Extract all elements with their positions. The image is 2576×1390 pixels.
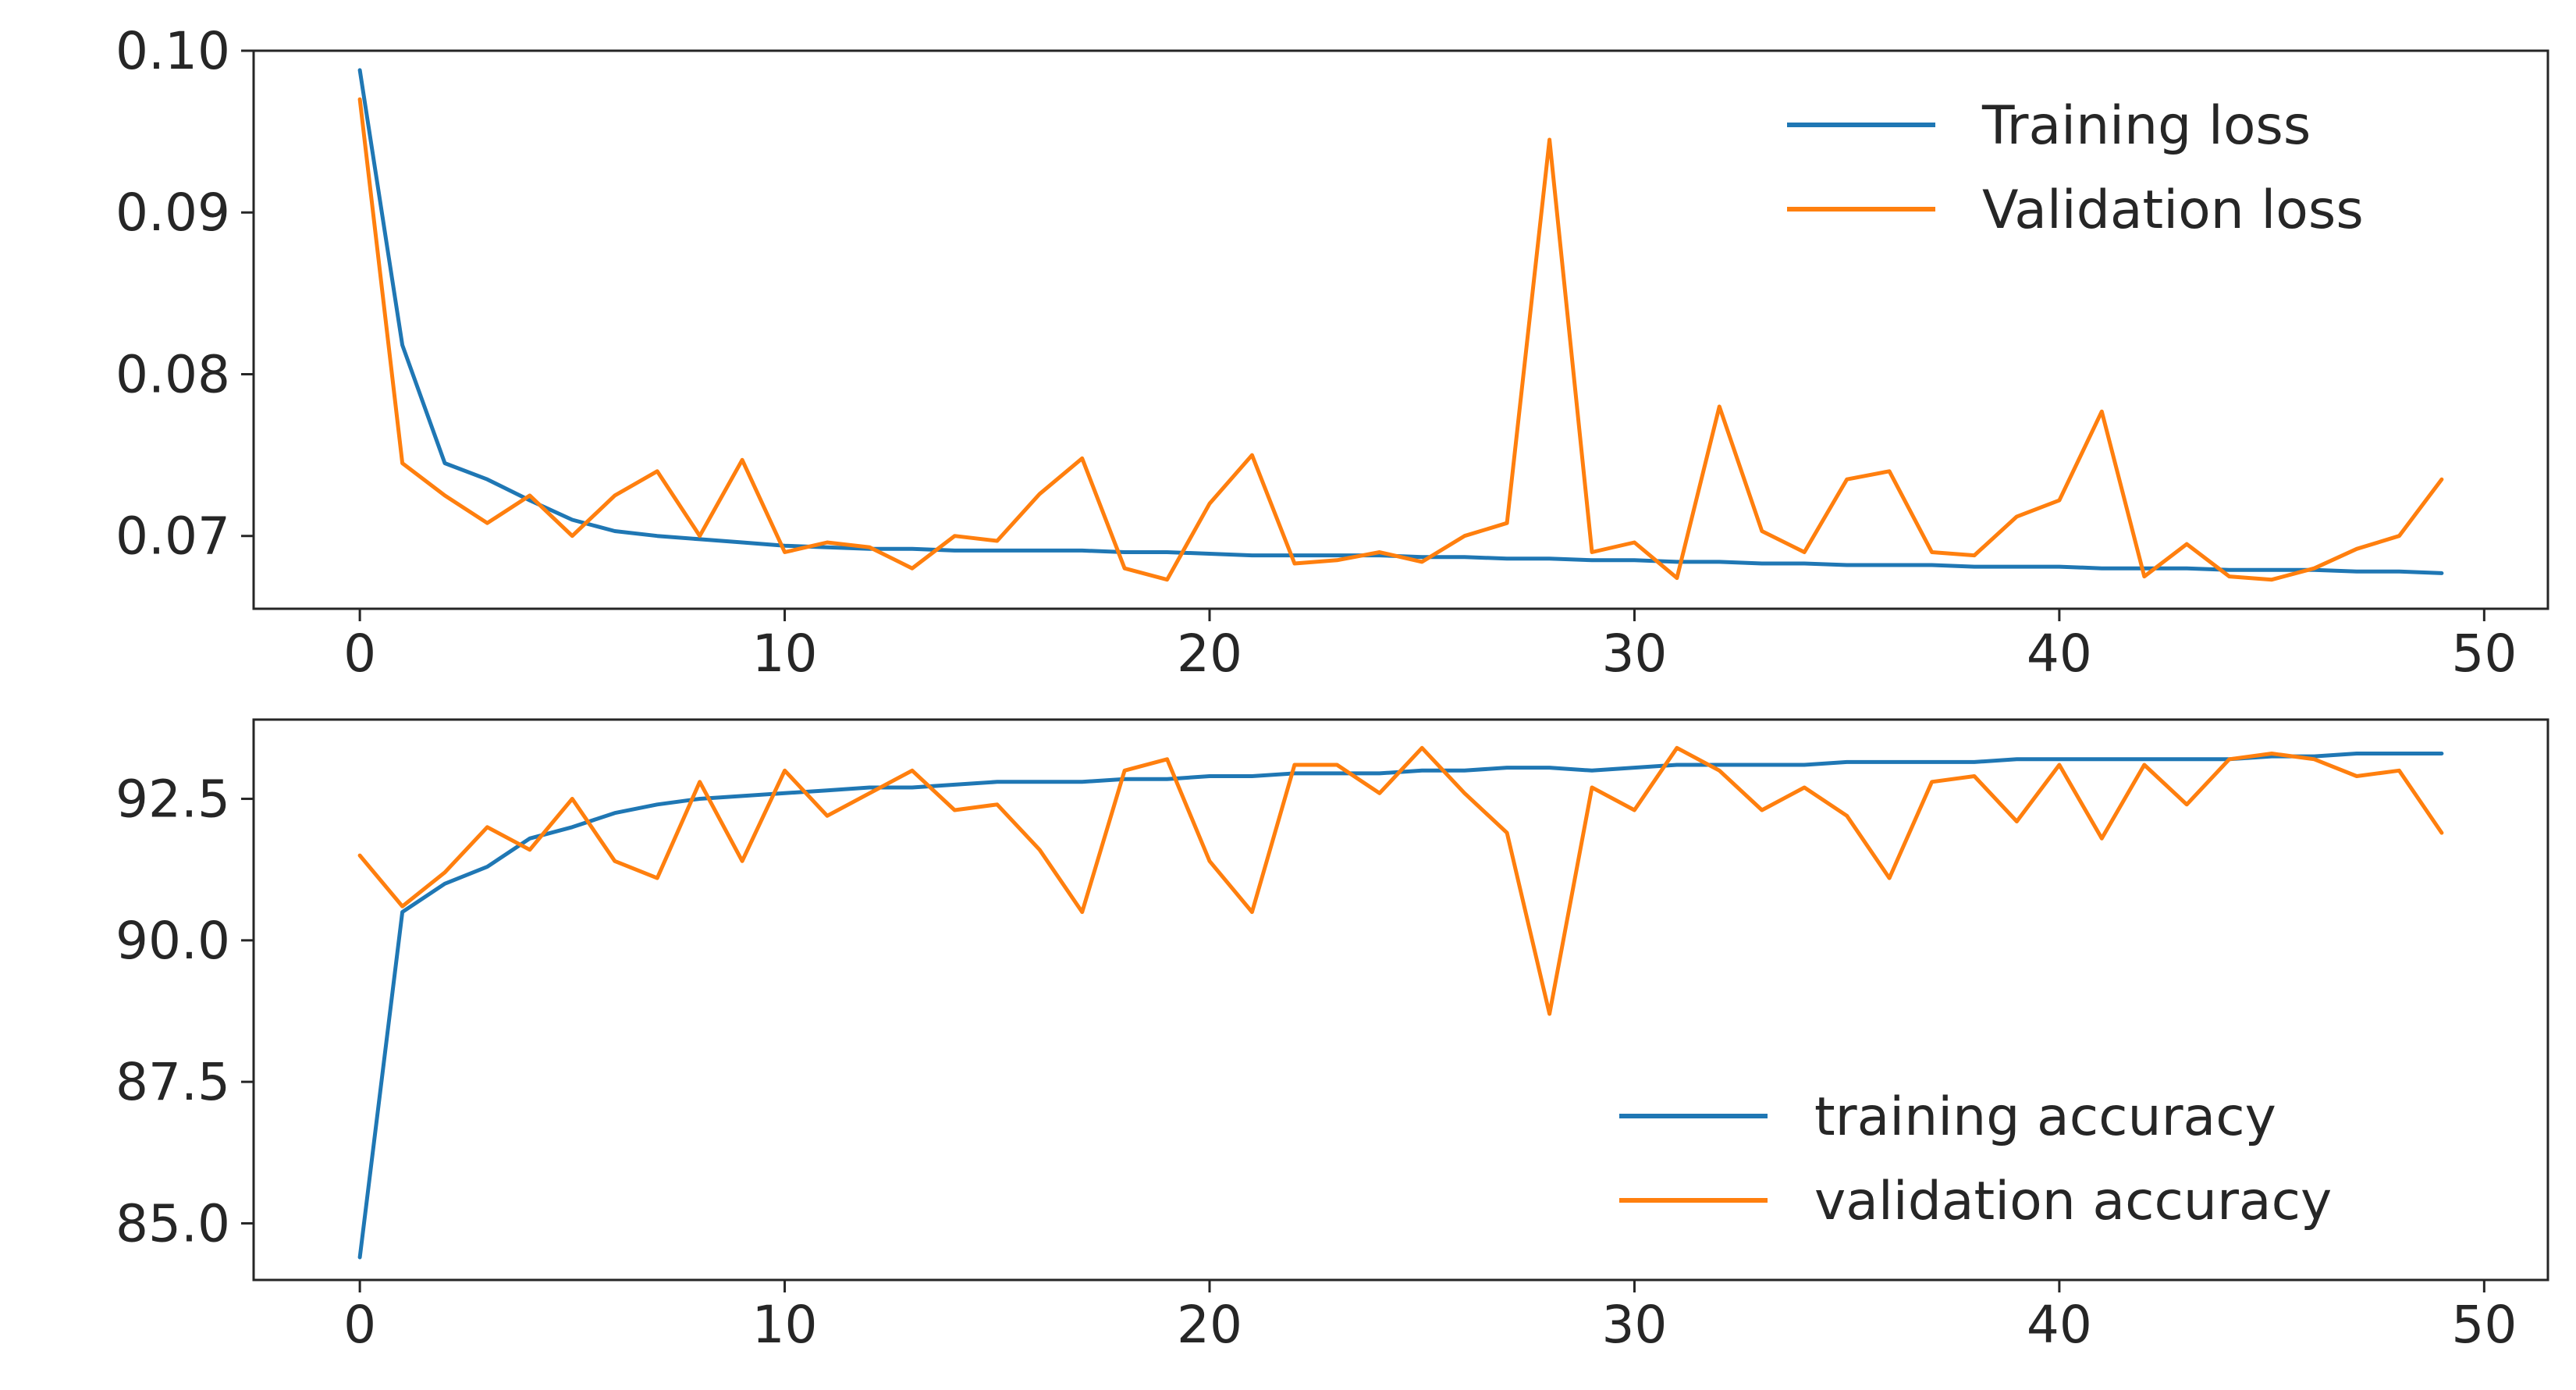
- x-tick-label: 20: [1177, 1295, 1242, 1355]
- x-tick-label: 0: [343, 624, 376, 684]
- x-tick-label: 10: [752, 624, 818, 684]
- x-tick-label: 50: [2451, 624, 2517, 684]
- x-tick-label: 40: [2027, 624, 2092, 684]
- loss-legend: Training loss Validation loss: [1787, 95, 2364, 241]
- legend-label: validation accuracy: [1814, 1171, 2332, 1232]
- y-tick-label: 0.09: [115, 183, 230, 243]
- x-tick-label: 40: [2027, 1295, 2092, 1355]
- accuracy-axes-frame: [252, 718, 2549, 1282]
- legend-label: Validation loss: [1982, 180, 2364, 241]
- legend-label: Training loss: [1981, 95, 2311, 157]
- x-tick-label: 30: [1601, 1295, 1667, 1355]
- loss-plot: 0 10 20 30 40 50 0.07 0.08 0.09 0.10 Training loss…: [115, 21, 2549, 684]
- y-tick-label: 0.10: [115, 21, 230, 81]
- y-tick-label: 87.5: [115, 1052, 230, 1112]
- validation-accuracy-line: [357, 745, 2444, 1016]
- x-tick-label: 50: [2451, 1295, 2517, 1355]
- x-tick-label: 20: [1177, 624, 1242, 684]
- accuracy-legend: training accuracy validation accuracy: [1619, 1086, 2332, 1232]
- legend-label: training accuracy: [1814, 1086, 2276, 1148]
- validation-loss-line: [357, 97, 2444, 582]
- y-tick-label: 0.07: [115, 507, 230, 567]
- y-tick-label: 0.08: [115, 344, 230, 404]
- x-tick-label: 0: [343, 1295, 376, 1355]
- accuracy-plot: 0 10 20 30 40 50 85.0 87.5 90.0 92.5 training accu…: [115, 718, 2549, 1355]
- x-tick-label: 10: [752, 1295, 818, 1355]
- y-tick-label: 90.0: [115, 911, 230, 971]
- y-tick-label: 92.5: [115, 770, 230, 830]
- x-tick-label: 30: [1601, 624, 1667, 684]
- y-tick-label: 85.0: [115, 1193, 230, 1253]
- loss-axes-frame: [252, 49, 2549, 610]
